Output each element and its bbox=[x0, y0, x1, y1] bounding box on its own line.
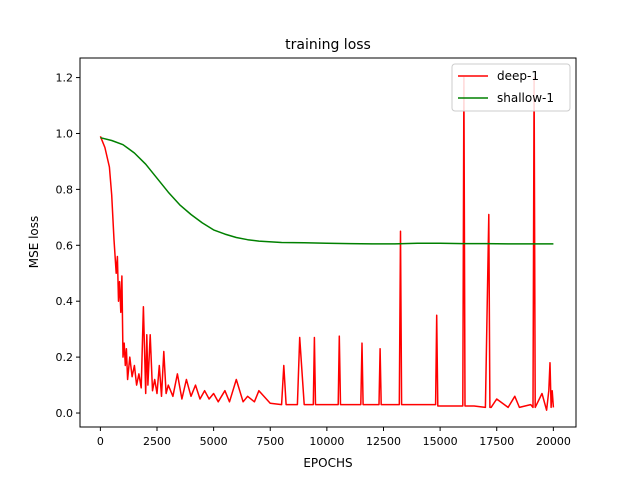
chart-title: training loss bbox=[285, 37, 371, 53]
y-axis-ticks: 0.0 0.2 0.4 0.6 0.8 1.0 1.2 bbox=[56, 72, 80, 420]
y-tick-label: 1.2 bbox=[56, 72, 74, 85]
x-tick-label: 17500 bbox=[479, 435, 514, 448]
y-axis-label: MSE loss bbox=[27, 216, 41, 269]
series-line-shallow-1 bbox=[100, 136, 554, 245]
legend: deep-1 shallow-1 bbox=[451, 63, 571, 112]
series-layer bbox=[99, 76, 555, 411]
x-axis-label: EPOCHS bbox=[303, 456, 352, 470]
series-line-deep-1 bbox=[99, 76, 555, 411]
plot-area bbox=[99, 76, 555, 411]
x-tick-label: 7500 bbox=[256, 435, 284, 448]
x-tick-label: 15000 bbox=[423, 435, 458, 448]
y-tick-label: 0.0 bbox=[56, 407, 74, 420]
y-tick-label: 0.2 bbox=[56, 351, 74, 364]
x-tick-label: 20000 bbox=[536, 435, 571, 448]
legend-label-shallow-1: shallow-1 bbox=[497, 91, 554, 105]
x-tick-label: 0 bbox=[97, 435, 104, 448]
x-tick-label: 2500 bbox=[143, 435, 171, 448]
x-tick-label: 12500 bbox=[366, 435, 401, 448]
legend-label-deep-1: deep-1 bbox=[497, 69, 539, 83]
x-tick-label: 5000 bbox=[200, 435, 228, 448]
x-tick-label: 10000 bbox=[309, 435, 344, 448]
y-tick-label: 0.8 bbox=[56, 183, 74, 196]
y-tick-label: 0.6 bbox=[56, 239, 74, 252]
axes-frame bbox=[79, 57, 577, 428]
y-tick-label: 0.4 bbox=[56, 295, 74, 308]
y-tick-label: 1.0 bbox=[56, 127, 74, 140]
x-axis-ticks: 0 2500 5000 7500 10000 12500 15000 17500 20000 bbox=[97, 427, 571, 448]
